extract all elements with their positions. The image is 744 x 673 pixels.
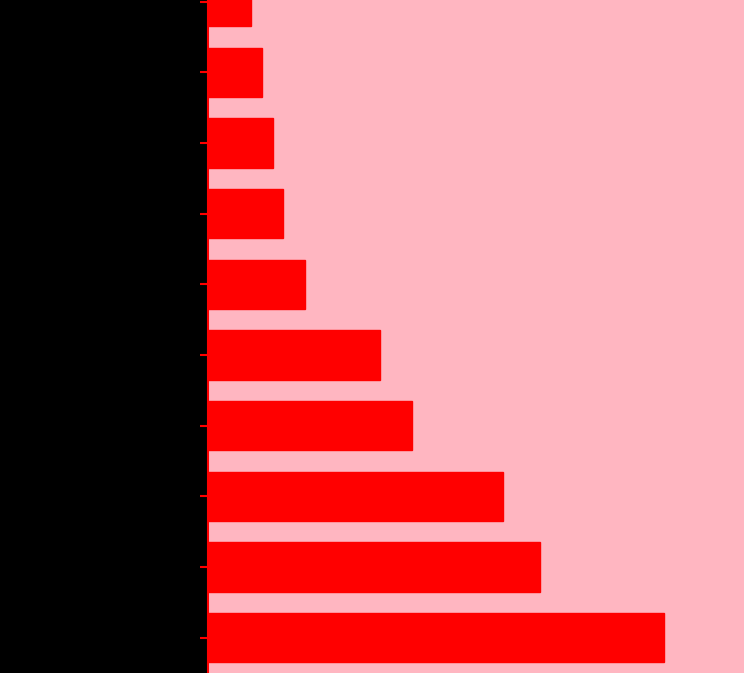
Bar xyxy=(208,48,262,97)
Bar xyxy=(208,260,305,309)
Bar xyxy=(208,0,251,26)
Bar xyxy=(208,330,379,380)
Bar xyxy=(208,472,503,521)
Bar xyxy=(208,542,540,592)
Bar xyxy=(208,613,664,662)
Bar xyxy=(208,189,283,238)
Bar xyxy=(208,118,272,168)
Bar xyxy=(208,401,412,450)
